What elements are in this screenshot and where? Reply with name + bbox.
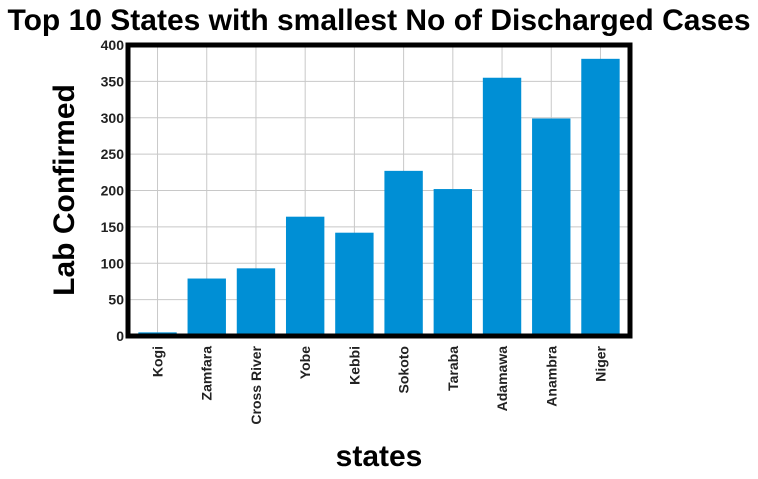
plot-frame [125, 42, 633, 339]
y-tick-label: 250 [101, 146, 125, 162]
bar [335, 232, 374, 336]
y-tick-label: 0 [116, 328, 124, 344]
x-tick-label: Sokoto [396, 346, 412, 393]
x-axis-label: states [336, 440, 423, 473]
x-tick-label: Anambra [543, 346, 559, 407]
y-tick-label: 50 [108, 292, 124, 308]
y-tick-label: 200 [101, 183, 125, 199]
bar [285, 216, 325, 336]
chart-title: Top 10 States with smallest No of Discha… [8, 4, 751, 37]
y-axis-ticks: 0 50 100 150 200 250 300 350 400 [101, 37, 125, 344]
bars [138, 58, 620, 337]
x-tick-label: Kogi [150, 346, 166, 377]
bar [384, 170, 423, 336]
y-tick-label: 150 [101, 219, 125, 235]
y-tick-label: 300 [101, 110, 125, 126]
bar [187, 278, 226, 336]
y-tick-label: 400 [101, 37, 125, 53]
x-tick-label: Niger [592, 345, 608, 381]
x-tick-label: Cross River [248, 345, 264, 424]
bar [433, 189, 473, 336]
y-tick-label: 100 [101, 255, 125, 271]
y-tick-label: 350 [101, 73, 125, 89]
x-tick-label: Kebbi [346, 346, 362, 385]
x-tick-label: Yobe [297, 346, 313, 379]
bar [482, 77, 522, 337]
bar [236, 268, 276, 336]
x-axis-ticks: Kogi Zamfara Cross River Yobe Kebbi Sokoto Tar… [150, 345, 609, 424]
x-tick-label: Adamawa [494, 346, 510, 412]
x-tick-label: Zamfara [199, 346, 215, 401]
bar [532, 118, 571, 336]
bar [581, 58, 620, 336]
x-tick-label: Taraba [445, 346, 461, 391]
y-axis-label: Lab Confirmed [48, 84, 81, 296]
